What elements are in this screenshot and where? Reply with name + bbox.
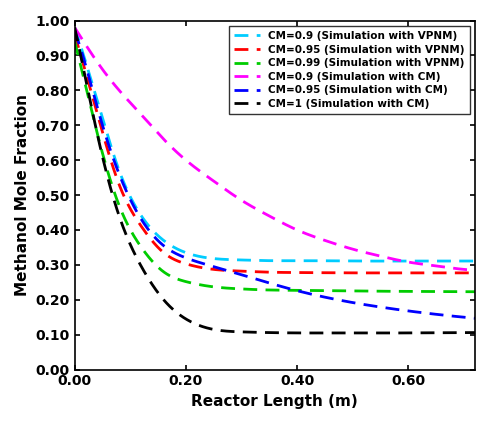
- CM=0.9 (Simulation with VPNM): [461, 259, 466, 264]
- CM=1 (Simulation with CM): [314, 330, 319, 335]
- CM=0.95 (Simulation with VPNM): [461, 271, 466, 276]
- Line: CM=0.9 (Simulation with VPNM): CM=0.9 (Simulation with VPNM): [74, 28, 475, 261]
- CM=0.95 (Simulation with VPNM): [472, 271, 478, 276]
- CM=0.9 (Simulation with CM): [460, 267, 466, 272]
- CM=1 (Simulation with CM): [267, 330, 272, 335]
- Y-axis label: Methanol Mole Fraction: Methanol Mole Fraction: [15, 94, 30, 296]
- CM=1 (Simulation with CM): [461, 330, 466, 335]
- CM=0.95 (Simulation with VPNM): [92, 103, 98, 109]
- CM=1 (Simulation with CM): [92, 122, 98, 127]
- CM=0.9 (Simulation with VPNM): [371, 259, 377, 264]
- CM=1 (Simulation with CM): [472, 330, 478, 335]
- CM=0.95 (Simulation with VPNM): [72, 32, 77, 37]
- CM=0.99 (Simulation with VPNM): [72, 39, 77, 44]
- CM=0.9 (Simulation with CM): [461, 267, 466, 272]
- Line: CM=0.99 (Simulation with VPNM): CM=0.99 (Simulation with VPNM): [74, 42, 475, 292]
- CM=0.9 (Simulation with CM): [267, 213, 272, 218]
- Line: CM=0.95 (Simulation with CM): CM=0.95 (Simulation with CM): [74, 31, 475, 318]
- CM=1 (Simulation with CM): [72, 25, 77, 30]
- CM=1 (Simulation with CM): [256, 330, 262, 335]
- CM=0.95 (Simulation with CM): [472, 316, 478, 321]
- CM=0.9 (Simulation with VPNM): [267, 258, 272, 263]
- CM=0.95 (Simulation with CM): [387, 306, 393, 311]
- CM=0.95 (Simulation with VPNM): [461, 271, 466, 276]
- CM=0.95 (Simulation with CM): [461, 315, 466, 320]
- X-axis label: Reactor Length (m): Reactor Length (m): [192, 394, 358, 409]
- CM=0.9 (Simulation with CM): [72, 25, 77, 30]
- CM=0.95 (Simulation with VPNM): [267, 270, 272, 275]
- Legend: CM=0.9 (Simulation with VPNM), CM=0.95 (Simulation with VPNM), CM=0.99 (Simulati: CM=0.9 (Simulation with VPNM), CM=0.95 (…: [228, 26, 470, 114]
- CM=0.9 (Simulation with VPNM): [72, 25, 77, 30]
- CM=0.9 (Simulation with VPNM): [387, 259, 393, 264]
- CM=1 (Simulation with CM): [461, 330, 466, 335]
- CM=0.9 (Simulation with VPNM): [472, 259, 478, 264]
- CM=0.99 (Simulation with VPNM): [461, 289, 466, 294]
- CM=0.95 (Simulation with CM): [256, 277, 262, 282]
- CM=0.95 (Simulation with VPNM): [371, 271, 377, 276]
- CM=0.95 (Simulation with CM): [92, 97, 98, 102]
- Line: CM=1 (Simulation with CM): CM=1 (Simulation with CM): [74, 28, 475, 333]
- CM=0.9 (Simulation with VPNM): [461, 259, 466, 264]
- CM=0.99 (Simulation with VPNM): [92, 122, 98, 127]
- CM=0.9 (Simulation with VPNM): [256, 258, 262, 263]
- CM=0.9 (Simulation with CM): [387, 256, 393, 261]
- CM=0.9 (Simulation with VPNM): [92, 91, 98, 96]
- Line: CM=0.95 (Simulation with VPNM): CM=0.95 (Simulation with VPNM): [74, 34, 475, 273]
- CM=0.95 (Simulation with CM): [72, 28, 77, 33]
- CM=0.95 (Simulation with VPNM): [256, 269, 262, 274]
- CM=0.9 (Simulation with CM): [472, 268, 478, 273]
- CM=0.99 (Simulation with VPNM): [267, 287, 272, 293]
- CM=0.99 (Simulation with VPNM): [466, 289, 472, 294]
- CM=0.9 (Simulation with CM): [256, 208, 262, 213]
- CM=0.95 (Simulation with CM): [460, 315, 466, 320]
- CM=0.99 (Simulation with VPNM): [256, 287, 262, 292]
- CM=0.95 (Simulation with VPNM): [387, 271, 393, 276]
- CM=0.95 (Simulation with CM): [267, 281, 272, 286]
- CM=1 (Simulation with CM): [387, 330, 393, 335]
- Line: CM=0.9 (Simulation with CM): CM=0.9 (Simulation with CM): [74, 28, 475, 270]
- CM=0.99 (Simulation with VPNM): [460, 289, 466, 294]
- CM=0.99 (Simulation with VPNM): [472, 289, 478, 294]
- CM=0.99 (Simulation with VPNM): [387, 289, 393, 294]
- CM=0.9 (Simulation with CM): [92, 56, 98, 61]
